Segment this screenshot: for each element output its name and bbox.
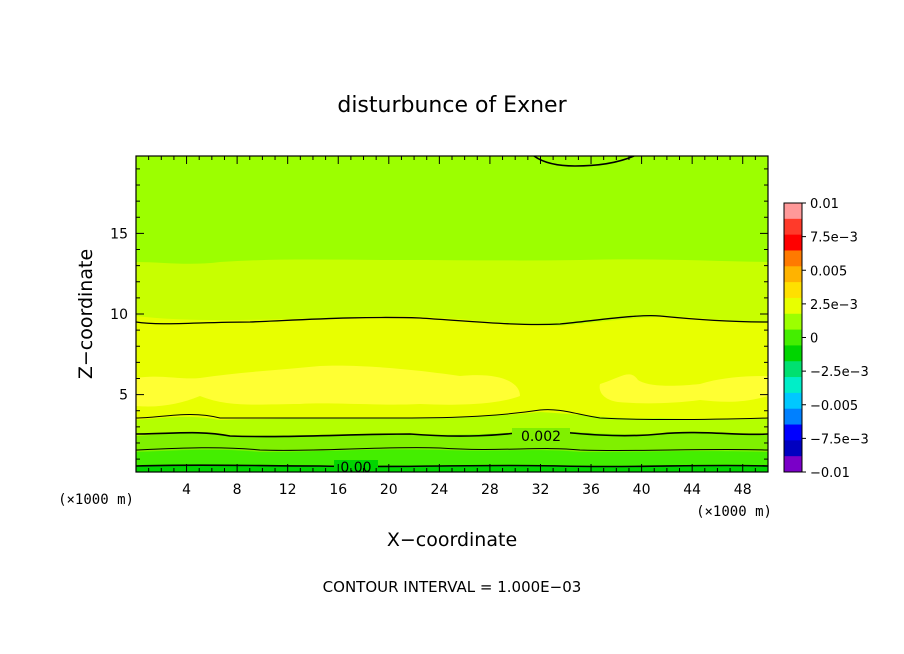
chart-title: disturbunce of Exner	[337, 93, 567, 118]
colorbar-label: −2.5e−3	[810, 365, 869, 380]
colorbar-swatch	[784, 313, 802, 331]
x-axis-unit: (×1000 m)	[696, 504, 772, 520]
colorbar-swatch	[784, 234, 802, 251]
x-tick-label: 8	[233, 482, 242, 498]
x-tick-label: 20	[380, 482, 398, 498]
contour-line-0.00	[136, 464, 768, 468]
colorbar-swatch	[784, 408, 802, 426]
y-tick-label: 5	[119, 388, 128, 404]
x-tick-label: 32	[532, 482, 550, 498]
colorbar-swatch	[784, 203, 802, 220]
contour-interval-note: CONTOUR INTERVAL = 1.000E−03	[323, 578, 582, 596]
x-axis-label: X−coordinate	[387, 529, 517, 551]
contour-line-0.002	[136, 429, 768, 438]
colorbar-swatch	[784, 282, 802, 299]
colorbar-label: 2.5e−3	[810, 298, 858, 313]
y-tick-label: 15	[110, 226, 128, 242]
x-tick-label: 36	[582, 482, 600, 498]
colorbar-swatch	[784, 345, 802, 362]
colorbar-label: −0.005	[810, 399, 858, 414]
x-tick-label: 16	[329, 482, 347, 498]
contour-line-0.001	[136, 447, 768, 452]
contour-label-bg-0.00	[334, 460, 378, 472]
colorbar-swatch	[784, 250, 802, 267]
y-tick-label: 10	[110, 307, 128, 323]
colorbar-swatch	[784, 329, 802, 346]
colorbar-swatch	[784, 218, 802, 236]
contour-label-0.002: 0.002	[521, 429, 561, 445]
colorbar-swatch	[784, 377, 802, 394]
x-tick-label: 40	[633, 482, 651, 498]
x-tick-label: 12	[279, 482, 297, 498]
colorbar-label: 7.5e−3	[810, 231, 858, 246]
colorbar-swatch	[784, 456, 802, 473]
band-max-right	[599, 374, 768, 404]
colorbar-label: −7.5e−3	[810, 432, 869, 447]
contour-line-top	[533, 156, 635, 167]
x-tick-label: 28	[481, 482, 499, 498]
colorbar-swatch	[784, 440, 802, 457]
band-max	[136, 365, 520, 407]
x-tick-label: 4	[182, 482, 191, 498]
contour-field	[136, 156, 768, 472]
x-tick-label: 44	[683, 482, 701, 498]
colorbar: 0.01 7.5e−3 0.005 2.5e−3 0 −2.5e−3 −0.005 −7.5e…	[783, 197, 869, 481]
colorbar-label: 0.01	[810, 197, 839, 212]
colorbar-swatch	[784, 361, 802, 378]
colorbar-label: 0.005	[810, 264, 847, 279]
contour-line-upper-low	[136, 409, 768, 420]
contour-label-0.00: 0.00	[340, 460, 371, 476]
x-tick-label: 24	[430, 482, 448, 498]
colorbar-label: −0.01	[810, 466, 850, 481]
y-axis-unit: (×1000 m)	[58, 492, 134, 508]
colorbar-label: 0	[810, 332, 818, 347]
x-tick-label: 48	[734, 482, 752, 498]
colorbar-swatch	[784, 392, 802, 410]
y-axis-label: Z−coordinate	[75, 249, 97, 379]
colorbar-swatch	[784, 424, 802, 441]
colorbar-swatch	[784, 266, 802, 283]
colorbar-swatch	[784, 297, 802, 315]
contour-line-0.003	[136, 314, 768, 326]
contour-label-bg-0.002	[512, 428, 570, 444]
